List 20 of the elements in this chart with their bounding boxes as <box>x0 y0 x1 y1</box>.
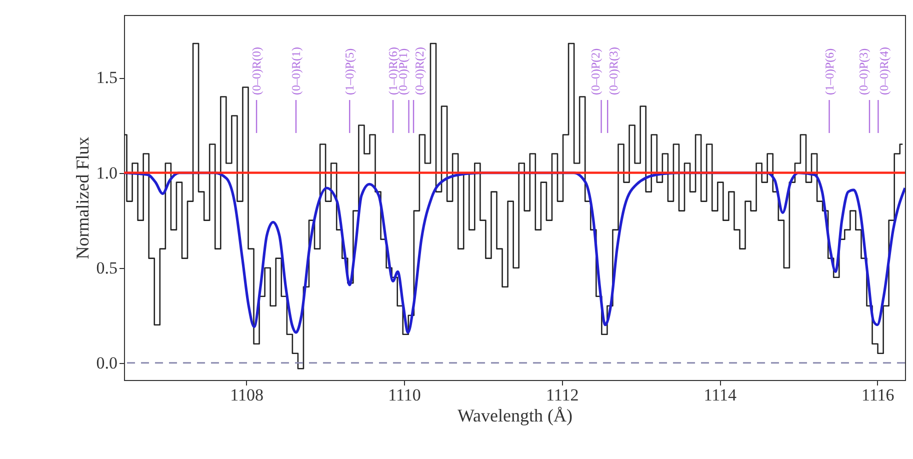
y-tick-label: 0.5 <box>96 258 118 278</box>
y-tick-label: 1.0 <box>96 163 118 182</box>
x-tick-label: 1108 <box>230 386 264 404</box>
annotation: (1–0)P(6) <box>822 48 836 95</box>
x-tick-label: 1110 <box>388 386 421 404</box>
annotation: (0–0)P(2) <box>588 48 602 95</box>
x-tick-label: 1116 <box>862 386 894 404</box>
annotation: (0–0)R(1) <box>288 47 303 95</box>
annotation: (0–0)P(3) <box>856 48 870 95</box>
x-axis-title: Wavelength (Å) <box>457 406 573 426</box>
y-tick-label: 1.5 <box>96 68 118 88</box>
annotation: (0–0)R(2) <box>412 47 427 95</box>
x-tick-label: 1112 <box>546 386 579 404</box>
annotation: (0–0)R(4) <box>877 47 892 95</box>
y-axis-title: Normalized Flux <box>72 136 92 260</box>
x-tick-label: 1114 <box>704 386 737 404</box>
y-tick-label: 0.0 <box>96 353 118 372</box>
annotation: (1–0)P(5) <box>342 48 357 95</box>
annotation: (0–0)R(3) <box>606 47 621 95</box>
annotation: (0–0)R(0) <box>250 47 264 95</box>
